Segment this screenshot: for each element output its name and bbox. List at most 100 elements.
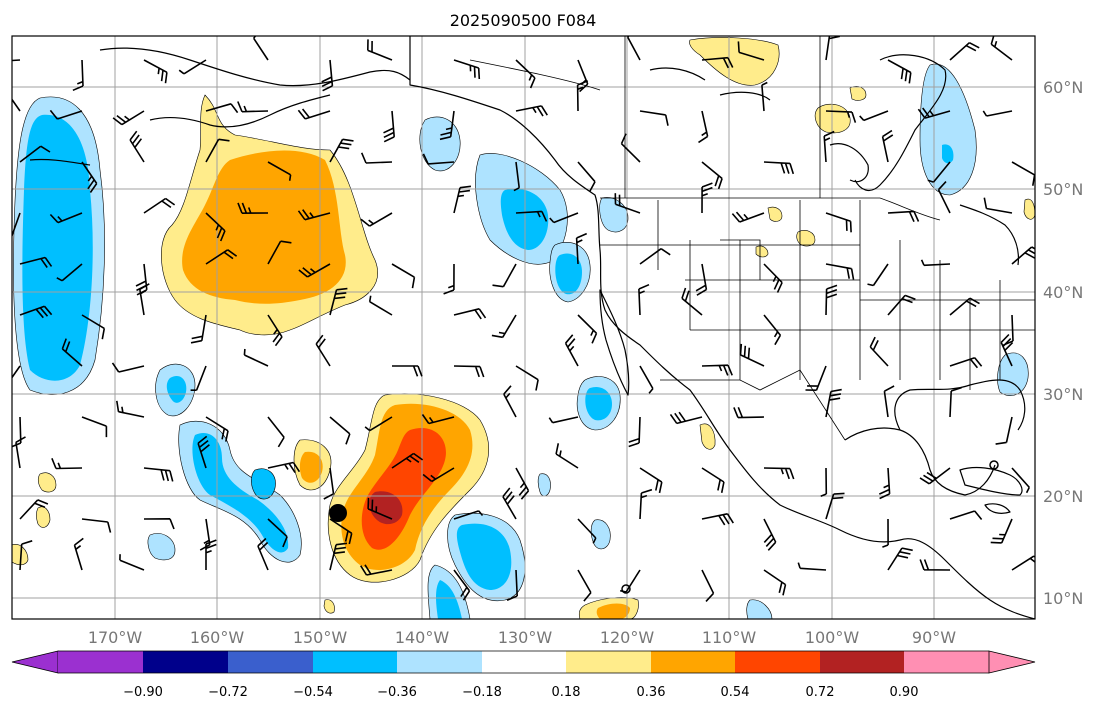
lat-tick-label: 50°N [1043,180,1083,199]
wind-barb [453,59,481,80]
wind-barb [825,36,840,61]
lon-tick-label: 110°W [702,628,757,647]
wind-barb [797,562,827,571]
wind-barb [329,542,348,571]
lat-tick-label: 10°N [1043,589,1083,608]
lon-tick-label: 100°W [805,628,860,647]
wind-barb [825,492,845,520]
wind-barb [1011,467,1031,494]
wind-barb [453,185,472,214]
wind-barb [763,314,782,346]
wind-barb [695,263,708,296]
wind-barb [937,181,951,214]
wind-barb [949,297,980,316]
wind-barb [639,248,671,265]
wind-barb [883,385,895,418]
wind-barb [881,129,894,163]
wind-barb [555,443,579,469]
wind-barb [825,388,842,418]
wind-barb [329,416,351,445]
wind-barb [56,263,83,282]
wind-barb [639,467,663,494]
negative-region-small2 [590,519,611,550]
colorbar-tick-label: 0.54 [721,685,750,700]
wind-barb [701,182,713,214]
wind-barb [825,110,857,123]
wind-barb [1011,161,1035,186]
lon-tick-label: 160°W [190,628,245,647]
markers [329,460,999,594]
wind-barb [701,569,715,602]
wind-barb [887,547,913,571]
wind-barb [237,101,269,113]
wind-barb [143,197,176,214]
lat-tick-label: 40°N [1043,283,1083,302]
wind-barb [329,287,348,316]
colorbar-tick-label: −0.36 [377,685,417,700]
wind-barb [701,161,723,190]
wind-barb [628,416,641,448]
wind-barb [329,138,354,163]
colorbar-segment [482,651,566,673]
wind-barb [949,386,962,418]
wind-barb [982,110,1013,117]
wind-barb [443,263,455,295]
political-borders [469,36,1035,441]
wind-barb [990,36,1013,61]
wind-barb [19,540,33,571]
colorbar-segment [313,651,397,673]
lat-tick-label: 20°N [1043,487,1083,506]
wind-barb [820,467,828,497]
wind-barb [329,518,353,545]
colorbar-segment [143,651,228,673]
wind-barb [81,416,108,438]
wind-barb [190,365,207,391]
wind-barb [49,212,83,224]
latitude-labels: 10°N 20°N 30°N 40°N 50°N 60°N [1043,78,1083,608]
wind-barb [927,161,951,183]
wind-barb [190,314,207,344]
wind-barb [669,411,703,425]
wind-barb [439,110,455,141]
wind-barb [949,41,980,61]
wind-barb [739,343,765,367]
lon-tick-label: 90°W [912,628,956,647]
wind-barb [869,336,889,367]
colorbar-segment [820,651,904,673]
wind-barb [453,510,484,520]
wind-barb [139,283,150,316]
wind-barb [421,414,455,425]
wind-barb [983,197,1013,214]
wind-barb [19,256,53,268]
wind-barb [577,161,596,192]
positive-region-canada [689,37,780,86]
wind-barb [763,569,787,596]
wind-barb [825,284,838,316]
wind-barb [15,436,26,469]
wind-barb [878,467,891,500]
wind-barb [731,211,765,223]
wind-barb [367,39,393,61]
wind-barb [513,161,520,192]
wind-barb [823,130,835,163]
wind-barb [515,467,530,500]
wind-barb [763,518,777,551]
wind-barb [391,263,416,289]
colorbar-segment [397,651,482,673]
colorbar-segment [735,651,820,673]
wind-barb [367,497,393,520]
wind-barb [502,487,517,520]
wind-barb [19,305,53,319]
wind-barb [614,193,641,214]
wind-barb [205,249,238,265]
wind-barb [391,452,424,469]
wind-barb [763,467,795,480]
wind-barb [116,400,145,418]
wind-barb [887,59,912,84]
wind-barb [205,138,230,163]
negative-region-florida [997,352,1029,396]
wind-barb [577,518,597,544]
wind-barb [178,59,207,75]
wind-barb [453,569,471,601]
